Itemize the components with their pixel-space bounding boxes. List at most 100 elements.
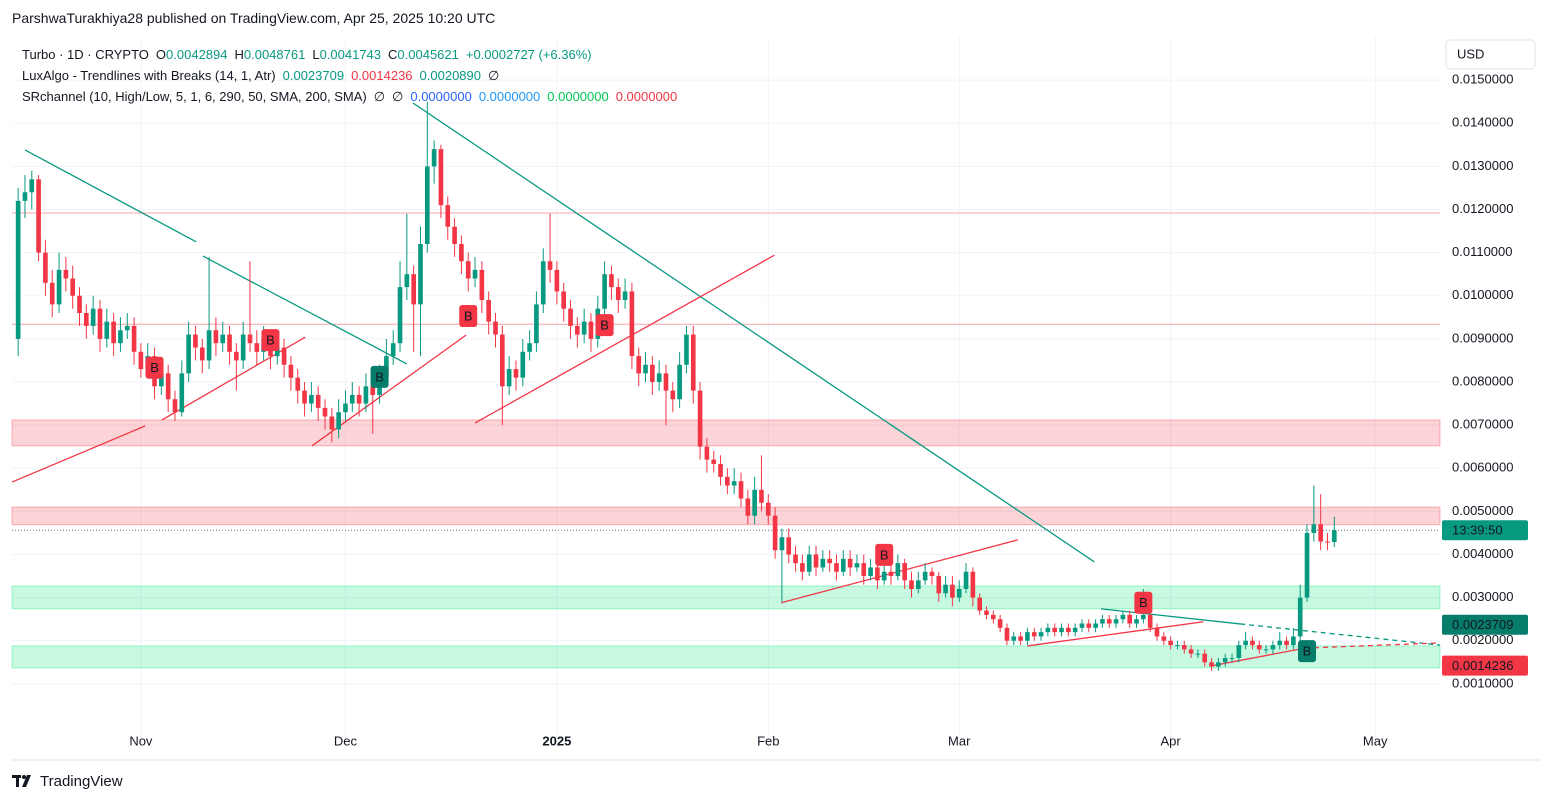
signal-badge: [261, 329, 280, 352]
y-tick-label: 0.0040000: [1452, 546, 1513, 561]
legend-title: Turbo · 1D · CRYPTO: [22, 47, 149, 62]
candle-body: [172, 399, 178, 413]
candle-body: [520, 351, 526, 378]
y-tick-label: 0.0050000: [1452, 503, 1513, 518]
candle-body: [1052, 627, 1058, 633]
price-label: 0.0014236: [1452, 658, 1513, 673]
candle-body: [15, 200, 21, 339]
candle-body: [118, 330, 123, 344]
trendline: [24, 149, 197, 243]
candle-body: [22, 192, 28, 201]
currency-box[interactable]: [1445, 39, 1536, 70]
signal-label: B: [150, 360, 159, 375]
x-tick-label: Dec: [334, 733, 358, 748]
trendline: [161, 336, 306, 421]
candle-body: [513, 369, 519, 378]
candle-body: [302, 390, 307, 404]
candle-body: [1072, 627, 1078, 633]
legend-label: L: [312, 47, 320, 62]
tv-logo: [12, 775, 31, 787]
candle-body: [104, 321, 110, 339]
legend-item: O0.0042894: [156, 47, 228, 62]
candle-body: [70, 278, 76, 296]
candle-body: [281, 347, 287, 365]
candle-body: [356, 394, 362, 404]
candle-body: [240, 334, 246, 361]
legend-item: L0.0041743: [312, 47, 381, 62]
candle-body: [206, 330, 212, 361]
candle-body: [970, 571, 976, 598]
currency: USD: [1457, 46, 1484, 61]
candle-body: [90, 308, 96, 326]
y-tick-label: 0.0140000: [1452, 115, 1513, 130]
candle-body: [1086, 623, 1092, 628]
candle-body: [1018, 636, 1023, 641]
legend-value: ∅: [487, 68, 500, 83]
candle-body: [1025, 632, 1030, 641]
legend-label: O: [155, 47, 167, 62]
candle-body: [179, 373, 185, 413]
candle-body: [1106, 619, 1112, 624]
candle-body: [772, 515, 778, 551]
candle-body: [343, 403, 348, 413]
signal-label: B: [600, 318, 609, 333]
candle-body: [111, 321, 116, 344]
candle-body: [581, 321, 587, 335]
signal-badge: [459, 305, 478, 328]
candle-body: [1304, 532, 1310, 598]
candle-body: [274, 347, 280, 357]
candle-body: [506, 369, 512, 387]
candle-body: [363, 386, 369, 404]
legend-value: 0.0045621: [397, 47, 459, 62]
candle-body: [847, 558, 853, 568]
candle-body: [493, 321, 498, 335]
x-tick-label: Mar: [948, 733, 971, 748]
candle-body: [656, 373, 662, 382]
candle-body: [254, 343, 260, 352]
signal-label: B: [1303, 644, 1312, 659]
candle-body: [479, 269, 485, 301]
candle-body: [936, 576, 942, 594]
legend-item: H0.0048761: [234, 47, 305, 62]
candle-body: [43, 252, 48, 283]
candle-body: [540, 261, 546, 305]
candle-body: [1256, 645, 1262, 650]
x-tick-label: 2025: [542, 733, 571, 748]
candle-body: [1297, 597, 1303, 637]
candle-body: [1331, 530, 1337, 543]
candle-body: [1154, 627, 1160, 637]
y-tick-label: 0.0010000: [1452, 675, 1513, 690]
zone: [11, 419, 1441, 447]
candle-body: [165, 373, 171, 400]
candle-body: [806, 554, 812, 572]
candle-body: [1229, 658, 1235, 659]
candle-body: [1161, 636, 1167, 641]
candle-body: [575, 325, 580, 335]
candle-body: [1168, 640, 1173, 646]
candle-body: [1079, 623, 1085, 628]
legend-item: 0.0000000: [547, 89, 608, 104]
candle-body: [1066, 627, 1071, 633]
candle-body: [547, 261, 553, 270]
candle-body: [1270, 645, 1276, 650]
candle-body: [424, 166, 430, 244]
legend-item: 0.0020890: [420, 68, 481, 83]
candle-body: [199, 347, 205, 361]
candle-body: [629, 291, 635, 357]
candle-body: [622, 291, 628, 301]
candle-body: [554, 269, 560, 292]
candle-body: [186, 334, 191, 374]
candle-body: [861, 563, 867, 577]
legend-value: 0.0020890: [419, 68, 481, 83]
candle-body: [997, 619, 1003, 628]
x-tick-label: Apr: [1161, 733, 1182, 748]
candle-body: [684, 334, 689, 365]
candle-body: [329, 416, 335, 430]
candle-body: [840, 558, 846, 572]
candle-body: [738, 481, 744, 499]
legend-value: +0.0002727 (+6.36%): [465, 47, 592, 62]
candle-body: [690, 334, 696, 391]
legend: Turbo · 1D · CRYPTO O0.0042894 H0.0048761 L…: [22, 44, 677, 107]
